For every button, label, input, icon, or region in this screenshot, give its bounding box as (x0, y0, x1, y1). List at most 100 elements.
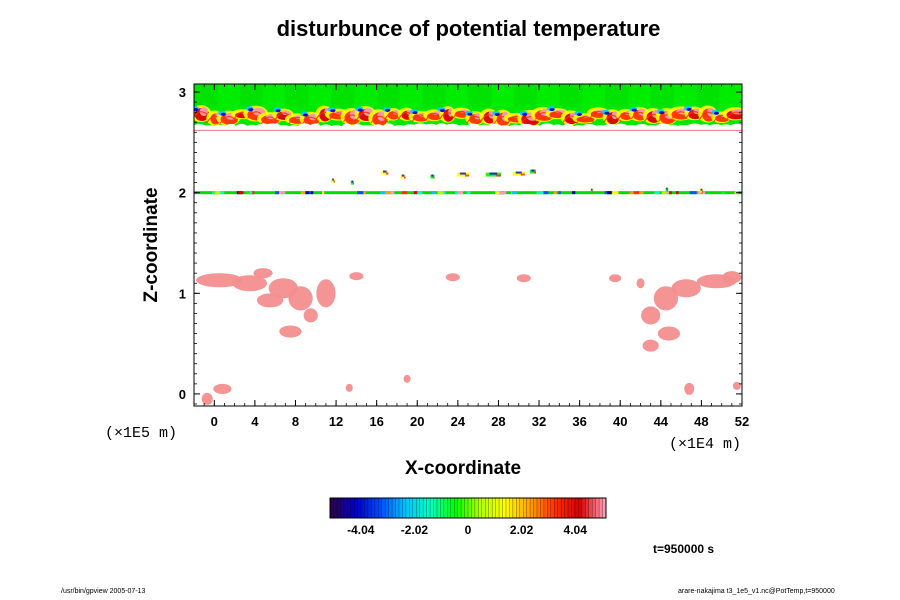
layer-edge-scallop (707, 124, 724, 131)
lower-blob (403, 374, 411, 383)
thin-layer-segment (389, 191, 395, 195)
lower-blob (253, 268, 273, 279)
colorbar-cell (509, 498, 514, 518)
layer-edge-scallop (319, 124, 333, 131)
colorbar-cell (461, 498, 465, 518)
colorbar-cell (602, 498, 607, 518)
upper-layer-band (285, 84, 310, 108)
colorbar-cell (519, 498, 524, 518)
thin-layer-segment (721, 191, 725, 195)
thin-layer-segment (495, 191, 501, 195)
layer-edge-scallop (359, 125, 377, 130)
layer-edge-scallop (668, 124, 679, 130)
layer-edge-scallop (341, 123, 352, 131)
mid-patch-core (464, 174, 470, 177)
thin-layer-segment (401, 191, 408, 195)
x-tick-label: 32 (532, 414, 546, 429)
thin-layer-segment (702, 191, 706, 195)
layer-edge-scallop (486, 123, 502, 131)
lower-blob (316, 279, 336, 308)
layer-edge-scallop (394, 124, 405, 130)
thin-layer-segment (431, 191, 436, 195)
thin-layer-segment (629, 191, 634, 195)
mid-patch-core (531, 169, 535, 172)
mid-patch-core (495, 174, 501, 177)
thin-layer-segment (454, 191, 459, 195)
mid-patch-core (459, 172, 466, 175)
mid-patch-core (352, 182, 354, 185)
mid-patch-core (401, 174, 405, 177)
thin-layer-segment (218, 191, 225, 195)
lower-blob (232, 275, 268, 292)
colorbar-tick-label: 0 (465, 523, 472, 537)
thin-layer-segment (413, 191, 418, 195)
layer-edge-scallop (435, 123, 448, 132)
colorbar-cell (516, 498, 521, 518)
colorbar-cell (354, 498, 358, 518)
x-tick-label: 48 (694, 414, 708, 429)
thin-layer-segment (558, 191, 561, 195)
eddy-blue (248, 108, 254, 112)
colorbar-cell (412, 498, 417, 518)
upper-layer-band (513, 84, 538, 108)
thin-layer-segment (246, 191, 251, 195)
layer-edge-scallop (350, 124, 364, 131)
eddy-blue (275, 109, 281, 113)
upper-layer-band (239, 84, 264, 108)
upper-layer-band (696, 84, 721, 108)
layer-edge-scallop (601, 123, 619, 131)
colorbar-cell (512, 498, 517, 518)
colorbar-cell (399, 498, 403, 518)
mid-patch-core (431, 174, 434, 177)
thin-layer-segment (612, 191, 619, 195)
thin-layer-segment (689, 191, 697, 195)
colorbar-cell (409, 498, 414, 518)
thin-layer-segment (536, 191, 544, 195)
thin-layer-segment (654, 191, 660, 195)
mid-patch-core (667, 189, 669, 192)
layer-edge-scallop (373, 124, 384, 131)
colorbar-cell (440, 498, 445, 518)
footer-left: /usr/bin/gpview 2005-07-13 (61, 588, 146, 595)
x-tick-label: 12 (329, 414, 343, 429)
x-tick-label: 44 (654, 414, 669, 429)
y-tick-label: 1 (179, 286, 186, 301)
colorbar-cell (364, 498, 369, 518)
layer-edge-scallop (562, 123, 575, 131)
eddy-blue (330, 109, 336, 113)
x-tick-label: 36 (572, 414, 586, 429)
mid-patch-core (433, 176, 435, 179)
colorbar-cell (388, 498, 393, 518)
y-tick-label: 3 (179, 85, 186, 100)
colorbar-cell (537, 498, 541, 518)
colorbar-cell (395, 498, 400, 518)
layer-edge-scallop (245, 124, 259, 130)
colorbar-cell (574, 498, 579, 518)
lower-blob (201, 392, 213, 405)
thin-layer-segment (437, 191, 444, 195)
colorbar-cell (481, 498, 486, 518)
colorbar-cell (474, 498, 479, 518)
colorbar-cell (568, 498, 572, 518)
upper-layer-band (353, 84, 378, 108)
colorbar-cell (343, 498, 348, 518)
thin-layer-segment (553, 191, 557, 195)
colorbar-cell (468, 498, 472, 518)
eddy-blue (549, 108, 555, 112)
mid-patch-core (591, 188, 593, 191)
colorbar-cell (571, 498, 576, 518)
colorbar-cell (599, 498, 603, 518)
colorbar-cell (540, 498, 545, 518)
eddy-blue (631, 108, 637, 112)
thin-layer-segment (385, 191, 391, 195)
mid-patch-core (332, 178, 334, 181)
eddy-blue (604, 111, 610, 115)
thin-layer-segment (416, 191, 423, 195)
colorbar-cell (374, 498, 379, 518)
thin-layer-segment (380, 191, 387, 195)
colorbar-cell (447, 498, 452, 518)
thin-layer-segment (275, 191, 279, 195)
layer-edge-scallop (685, 123, 704, 131)
